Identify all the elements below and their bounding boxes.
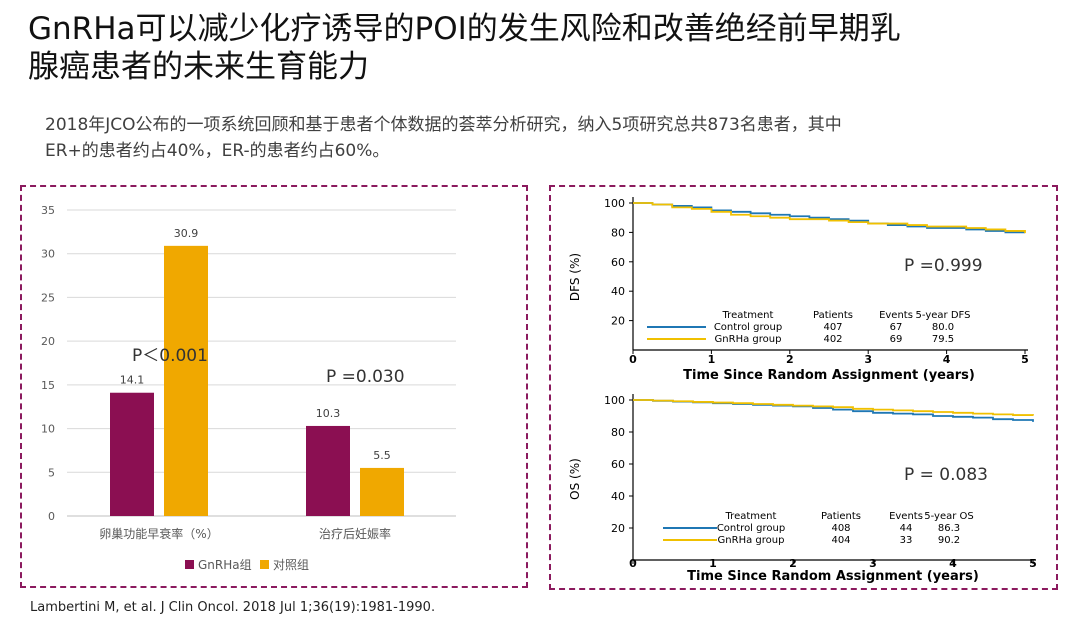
page-title-line-2: 腺癌患者的未来生育能力 bbox=[28, 49, 369, 85]
os-table-cell: GnRHa group bbox=[718, 535, 785, 546]
dfs-x-tick-label: 1 bbox=[708, 353, 716, 366]
x-category-label: 治疗后妊娠率 bbox=[319, 526, 391, 541]
bar-value-label: 10.3 bbox=[316, 407, 341, 420]
os-table-cell: 86.3 bbox=[938, 523, 960, 534]
legend-swatch bbox=[185, 560, 194, 569]
bar-value-label: 5.5 bbox=[373, 449, 391, 462]
y-tick-label: 15 bbox=[41, 379, 55, 392]
dfs-table-header: Patients bbox=[813, 310, 853, 321]
os-y-tick-label: 20 bbox=[611, 522, 625, 535]
dfs-y-tick-label: 20 bbox=[611, 315, 625, 328]
bar-0-1 bbox=[164, 245, 208, 517]
dfs-table-cell: 80.0 bbox=[932, 322, 954, 333]
dfs-table-cell: 79.5 bbox=[932, 334, 954, 345]
dfs-x-tick-label: 3 bbox=[864, 353, 872, 366]
dfs-y-tick-label: 40 bbox=[611, 285, 625, 298]
y-tick-label: 35 bbox=[41, 204, 55, 217]
os-x-tick-label: 0 bbox=[629, 557, 637, 570]
y-tick-label: 5 bbox=[48, 466, 55, 479]
legend-swatch bbox=[260, 560, 269, 569]
y-tick-label: 30 bbox=[41, 248, 55, 261]
page-title: GnRHa可以减少化疗诱导的POI的发生风险和改善绝经前早期乳 腺癌患者的未来生… bbox=[28, 10, 1068, 86]
y-tick-label: 25 bbox=[41, 291, 55, 304]
os-table-header: Patients bbox=[821, 511, 861, 522]
os-table-cell: Control group bbox=[717, 523, 785, 534]
os-curve-control bbox=[633, 399, 1034, 422]
os-table-header: Events bbox=[889, 511, 923, 522]
os-y-tick-label: 80 bbox=[611, 426, 625, 439]
os-table-cell: 90.2 bbox=[938, 535, 960, 546]
dfs-table-header: Events bbox=[879, 310, 913, 321]
os-x-tick-label: 3 bbox=[869, 557, 877, 570]
p-value-annotation: P =0.030 bbox=[326, 367, 405, 387]
os-x-tick-label: 2 bbox=[789, 557, 797, 570]
y-tick-label: 20 bbox=[41, 335, 55, 348]
os-y-tick-label: 100 bbox=[604, 394, 625, 407]
os-curve-gnrha bbox=[633, 399, 1034, 416]
os-table-header: Treatment bbox=[725, 511, 777, 522]
dfs-x-tick-label: 0 bbox=[629, 353, 637, 366]
dfs-table-cell: 407 bbox=[823, 322, 842, 333]
page-title-line-1: GnRHa可以减少化疗诱导的POI的发生风险和改善绝经前早期乳 bbox=[28, 11, 901, 47]
bar-value-label: 14.1 bbox=[120, 374, 145, 387]
dfs-y-tick-label: 60 bbox=[611, 256, 625, 269]
dfs-x-tick-label: 2 bbox=[786, 353, 794, 366]
dfs-table-cell: GnRHa group bbox=[715, 334, 782, 345]
citation: Lambertini M, et al. J Clin Oncol. 2018 … bbox=[30, 600, 436, 615]
p-value-annotation: P＜0.001 bbox=[132, 346, 208, 366]
os-table-cell: 44 bbox=[900, 523, 913, 534]
y-tick-label: 0 bbox=[48, 510, 55, 523]
intro-line-2: ER+的患者约占40%，ER-的患者约占60%。 bbox=[45, 141, 390, 161]
dfs-y-tick-label: 100 bbox=[604, 197, 625, 210]
os-x-tick-label: 5 bbox=[1029, 557, 1037, 570]
dfs-curve-control bbox=[633, 202, 1025, 234]
dfs-table-cell: 67 bbox=[890, 322, 903, 333]
bar-value-label: 30.9 bbox=[174, 227, 199, 240]
dfs-x-tick-label: 4 bbox=[943, 353, 951, 366]
dfs-table-header: 5-year DFS bbox=[916, 310, 971, 321]
bar-1-0 bbox=[306, 425, 350, 516]
bar-0-0 bbox=[110, 392, 154, 516]
dfs-y-tick-label: 80 bbox=[611, 226, 625, 239]
os-p-value: P = 0.083 bbox=[904, 465, 988, 485]
os-y-tick-label: 60 bbox=[611, 458, 625, 471]
os-table-cell: 33 bbox=[900, 535, 913, 546]
dfs-y-axis-label: DFS (%) bbox=[568, 253, 582, 301]
os-table-header: 5-year OS bbox=[924, 511, 974, 522]
legend-label: 对照组 bbox=[273, 558, 309, 572]
os-x-tick-label: 4 bbox=[949, 557, 957, 570]
x-category-label: 卵巢功能早衰率（%） bbox=[99, 526, 218, 541]
os-table-cell: 404 bbox=[831, 535, 850, 546]
bar-chart-panel: 0 5 10 15 20 25 30 35 14.1 30.9 卵巢功能早衰率（%） 10.3 5.5 治… bbox=[20, 185, 528, 588]
dfs-table-cell: 69 bbox=[890, 334, 903, 345]
dfs-curve-gnrha bbox=[633, 202, 1026, 234]
intro-text: 2018年JCO公布的一项系统回顾和基于患者个体数据的荟萃分析研究，纳入5项研究… bbox=[45, 112, 1045, 164]
os-x-tick-label: 1 bbox=[709, 557, 717, 570]
dfs-x-axis-label: Time Since Random Assignment (years) bbox=[683, 368, 975, 383]
dfs-x-tick-label: 5 bbox=[1021, 353, 1029, 366]
legend-label: GnRHa组 bbox=[198, 558, 252, 572]
dfs-table-cell: 402 bbox=[823, 334, 842, 345]
dfs-table-cell: Control group bbox=[714, 322, 782, 333]
y-tick-label: 10 bbox=[41, 423, 55, 436]
os-table-cell: 408 bbox=[831, 523, 850, 534]
bar-1-1 bbox=[360, 467, 404, 516]
dfs-table-header: Treatment bbox=[722, 310, 774, 321]
dfs-p-value: P =0.999 bbox=[904, 256, 983, 276]
os-y-axis-label: OS (%) bbox=[568, 458, 582, 500]
survival-curves-panel: 20 40 60 80 100 0 1 2 3 4 5 Time Since Random Assig… bbox=[549, 185, 1058, 590]
intro-line-1: 2018年JCO公布的一项系统回顾和基于患者个体数据的荟萃分析研究，纳入5项研究… bbox=[45, 115, 842, 135]
bar-chart: 0 5 10 15 20 25 30 35 14.1 30.9 卵巢功能早衰率（%） 10.3 5.5 治… bbox=[41, 204, 456, 572]
os-x-axis-label: Time Since Random Assignment (years) bbox=[687, 569, 979, 584]
os-y-tick-label: 40 bbox=[611, 490, 625, 503]
